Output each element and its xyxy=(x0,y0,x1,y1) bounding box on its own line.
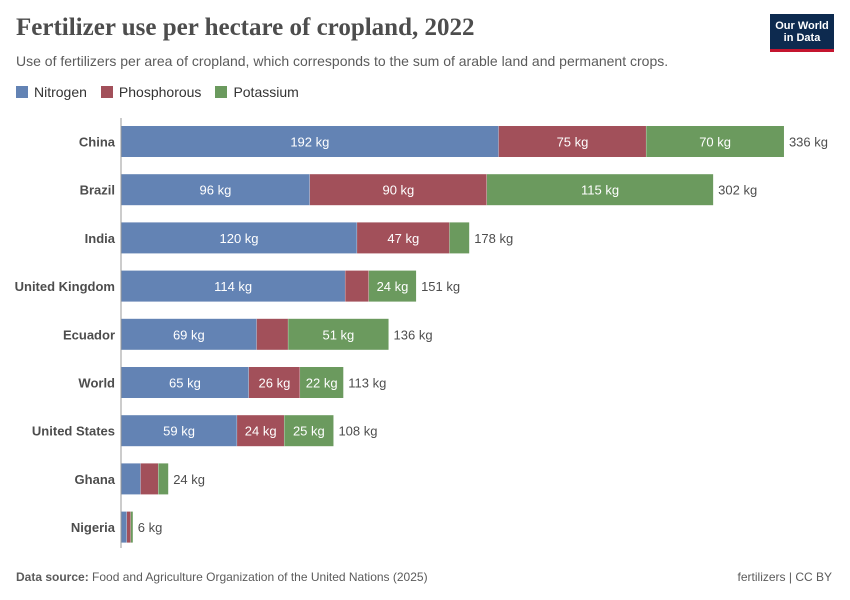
value-label-potassium-world: 22 kg xyxy=(306,376,338,391)
legend-swatch-phosphorous xyxy=(100,86,113,98)
value-label-nitrogen-brazil: 96 kg xyxy=(200,183,232,198)
owid-logo[interactable]: Our World in Data xyxy=(770,14,834,52)
category-label-brazil: Brazil xyxy=(80,183,115,198)
bar-nitrogen-brazil[interactable] xyxy=(121,174,310,206)
legend-swatch-nitrogen xyxy=(16,86,28,98)
data-source: Data source: Food and Agriculture Organi… xyxy=(16,570,428,584)
value-label-potassium-united-kingdom: 24 kg xyxy=(377,279,409,294)
bar-potassium-nigeria[interactable] xyxy=(130,511,133,543)
category-label-world: World xyxy=(78,376,115,391)
legend-item-potassium[interactable]: Potassium xyxy=(215,84,299,100)
total-label-india: 178 kg xyxy=(474,231,513,246)
bar-nitrogen-nigeria[interactable] xyxy=(121,511,127,543)
value-label-potassium-brazil: 115 kg xyxy=(581,183,619,198)
value-label-phosphorous-brazil: 90 kg xyxy=(382,183,414,198)
bar-nitrogen-india[interactable] xyxy=(121,222,358,254)
bar-phosphorous-ghana[interactable] xyxy=(140,463,159,495)
category-label-united-states: United States xyxy=(32,424,115,439)
bar-phosphorous-united-kingdom[interactable] xyxy=(345,270,369,302)
bar-potassium-india[interactable] xyxy=(449,222,470,254)
data-source-label: Data source: xyxy=(16,570,89,584)
value-label-nitrogen-china: 192 kg xyxy=(290,135,329,150)
total-label-china: 336 kg xyxy=(789,135,828,150)
bar-potassium-united-kingdom[interactable] xyxy=(368,270,417,302)
bar-potassium-united-states[interactable] xyxy=(284,415,334,447)
legend-swatch-potassium xyxy=(215,86,228,98)
total-label-united-states: 108 kg xyxy=(338,424,377,439)
bar-nitrogen-united-states[interactable] xyxy=(121,415,238,447)
total-label-ghana: 24 kg xyxy=(173,472,205,487)
category-label-india: India xyxy=(85,231,116,246)
data-source-text[interactable]: Food and Agriculture Organization of the… xyxy=(92,570,428,584)
logo-line-2: in Data xyxy=(783,32,821,44)
category-label-united-kingdom: United Kingdom xyxy=(15,279,115,294)
category-label-china: China xyxy=(79,135,116,150)
bar-phosphorous-china[interactable] xyxy=(498,126,647,157)
legend-label-phosphorous: Phosphorous xyxy=(118,84,202,100)
bar-phosphorous-ecuador[interactable] xyxy=(256,318,289,350)
total-label-brazil: 302 kg xyxy=(718,183,757,198)
total-label-ecuador: 136 kg xyxy=(394,327,433,342)
legend-item-phosphorous[interactable]: Phosphorous xyxy=(100,84,202,100)
value-label-nitrogen-ecuador: 69 kg xyxy=(173,327,205,342)
logo-line-1: Our World xyxy=(775,20,829,32)
chart-title: Fertilizer use per hectare of cropland, … xyxy=(16,14,475,41)
bar-nitrogen-ghana[interactable] xyxy=(121,463,141,495)
bar-nitrogen-china[interactable] xyxy=(121,126,499,157)
bar-phosphorous-india[interactable] xyxy=(357,222,450,254)
category-label-ecuador: Ecuador xyxy=(63,327,115,342)
chart-subtitle: Use of fertilizers per area of cropland,… xyxy=(16,53,669,69)
legend-label-nitrogen: Nitrogen xyxy=(34,84,87,100)
bar-phosphorous-brazil[interactable] xyxy=(309,174,487,206)
footer-license[interactable]: fertilizers | CC BY xyxy=(737,570,832,584)
bar-phosphorous-world[interactable] xyxy=(248,367,301,398)
category-label-nigeria: Nigeria xyxy=(71,520,116,535)
bar-nitrogen-world[interactable] xyxy=(121,367,249,398)
legend: Nitrogen Phosphorous Potassium xyxy=(16,84,313,100)
total-label-nigeria: 6 kg xyxy=(138,520,163,535)
bar-phosphorous-united-states[interactable] xyxy=(237,415,285,447)
value-label-phosphorous-india: 47 kg xyxy=(387,231,419,246)
value-label-potassium-united-states: 25 kg xyxy=(293,424,325,439)
legend-label-potassium: Potassium xyxy=(233,84,299,100)
value-label-nitrogen-united-kingdom: 114 kg xyxy=(214,279,252,294)
value-label-nitrogen-world: 65 kg xyxy=(169,376,201,391)
bar-phosphorous-nigeria[interactable] xyxy=(126,511,131,543)
value-label-nitrogen-india: 120 kg xyxy=(220,231,259,246)
total-label-world: 113 kg xyxy=(348,376,386,391)
bar-nitrogen-ecuador[interactable] xyxy=(121,318,257,350)
bar-nitrogen-united-kingdom[interactable] xyxy=(121,270,346,302)
bar-potassium-ecuador[interactable] xyxy=(288,318,389,350)
value-label-potassium-ecuador: 51 kg xyxy=(322,327,354,342)
value-label-phosphorous-united-states: 24 kg xyxy=(245,424,277,439)
bar-potassium-brazil[interactable] xyxy=(486,174,714,206)
value-label-phosphorous-world: 26 kg xyxy=(259,376,291,391)
legend-item-nitrogen[interactable]: Nitrogen xyxy=(16,84,87,100)
total-label-united-kingdom: 151 kg xyxy=(421,279,460,294)
bar-potassium-world[interactable] xyxy=(300,367,344,398)
bar-potassium-china[interactable] xyxy=(646,126,784,157)
value-label-potassium-china: 70 kg xyxy=(699,135,731,150)
category-label-ghana: Ghana xyxy=(75,472,116,487)
bar-potassium-ghana[interactable] xyxy=(158,463,169,495)
value-label-nitrogen-united-states: 59 kg xyxy=(163,424,195,439)
value-label-phosphorous-china: 75 kg xyxy=(557,135,589,150)
